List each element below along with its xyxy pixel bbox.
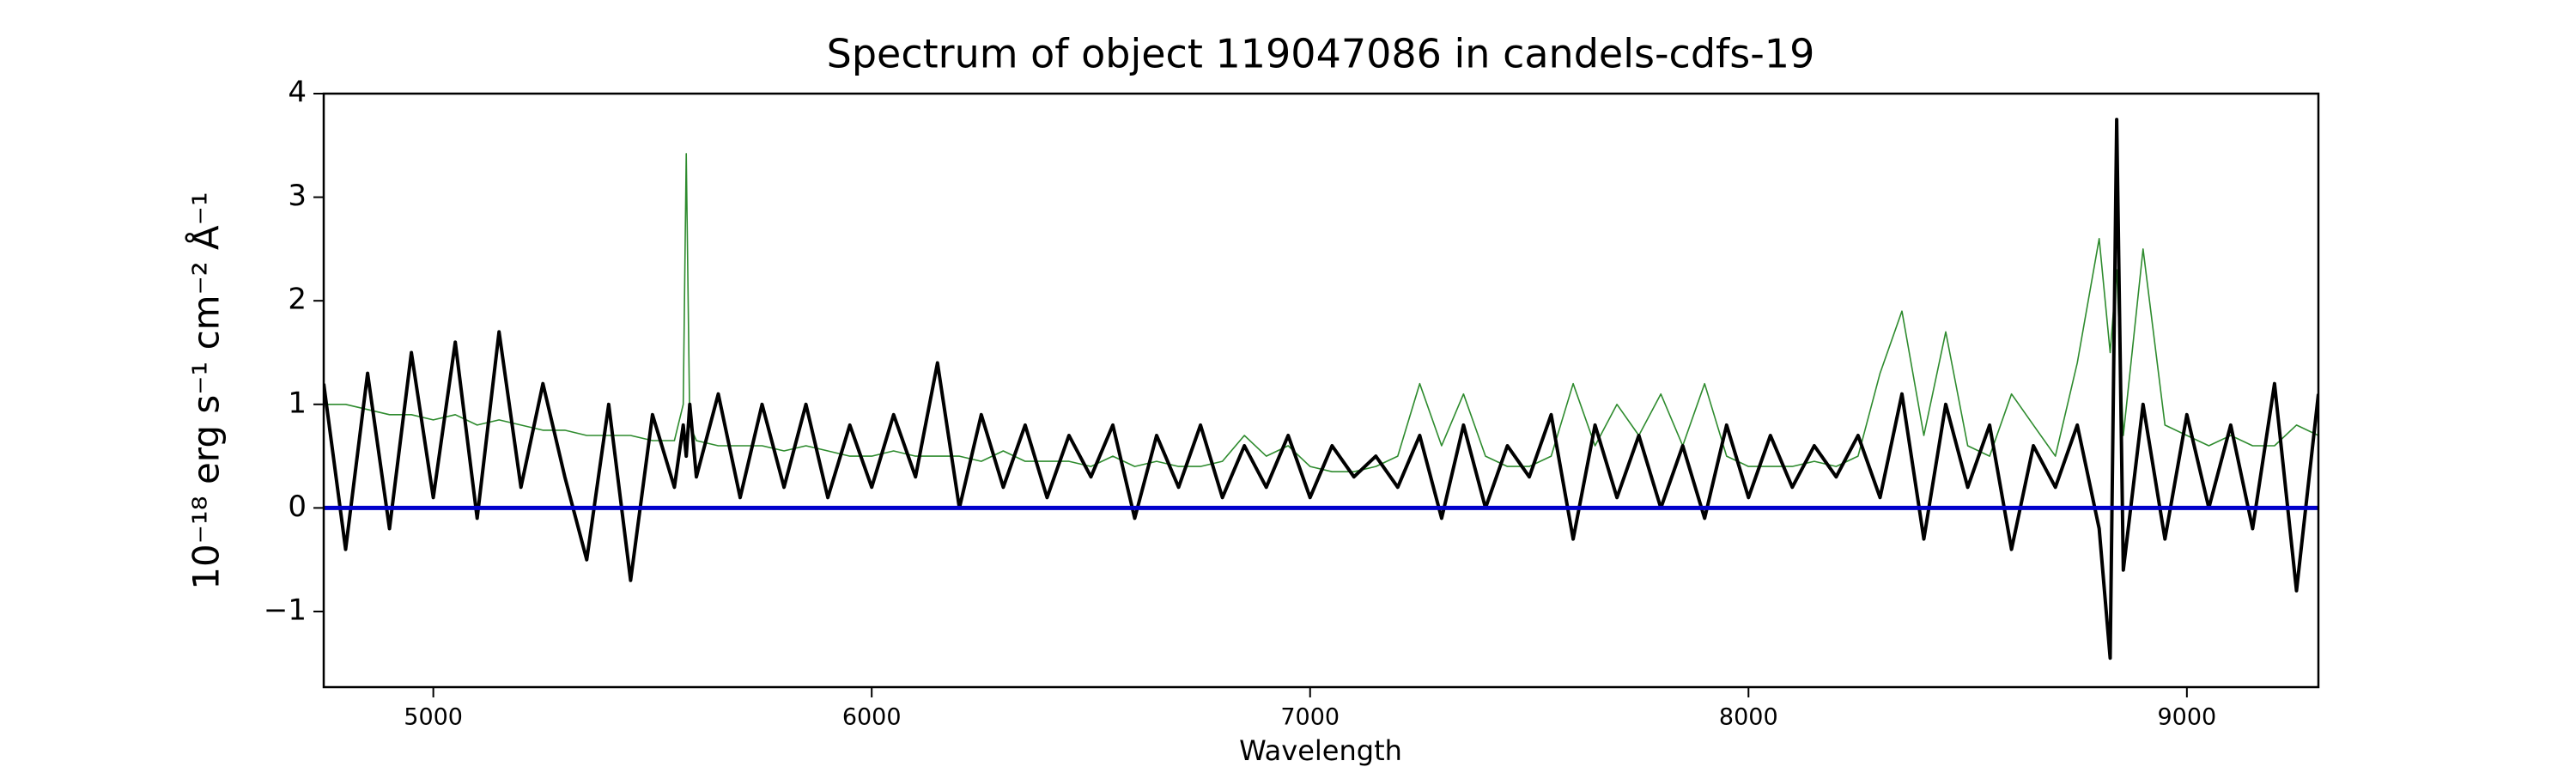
- chart-title: Spectrum of object 119047086 in candels-…: [827, 31, 1815, 77]
- x-tick-label: 6000: [842, 704, 902, 731]
- x-axis-label: Wavelength: [1239, 734, 1402, 767]
- x-tick-label: 7000: [1280, 704, 1340, 731]
- y-tick-label: −1: [264, 593, 307, 627]
- x-tick-label: 8000: [1719, 704, 1778, 731]
- y-tick-label: 3: [288, 179, 307, 213]
- plot-frame: [322, 92, 2320, 689]
- y-tick-label: 0: [288, 490, 307, 524]
- spectrum-line: [324, 118, 2318, 660]
- y-tick-label: 4: [288, 76, 307, 110]
- y-tick-label: 2: [288, 283, 307, 317]
- x-tick-label: 5000: [404, 704, 463, 731]
- x-tick-label: 9000: [2157, 704, 2216, 731]
- y-tick-label: 1: [288, 386, 307, 420]
- spectrum-line: [324, 153, 2318, 472]
- y-axis-label: 10⁻¹⁸ erg s⁻¹ cm⁻² Å⁻¹: [185, 192, 228, 589]
